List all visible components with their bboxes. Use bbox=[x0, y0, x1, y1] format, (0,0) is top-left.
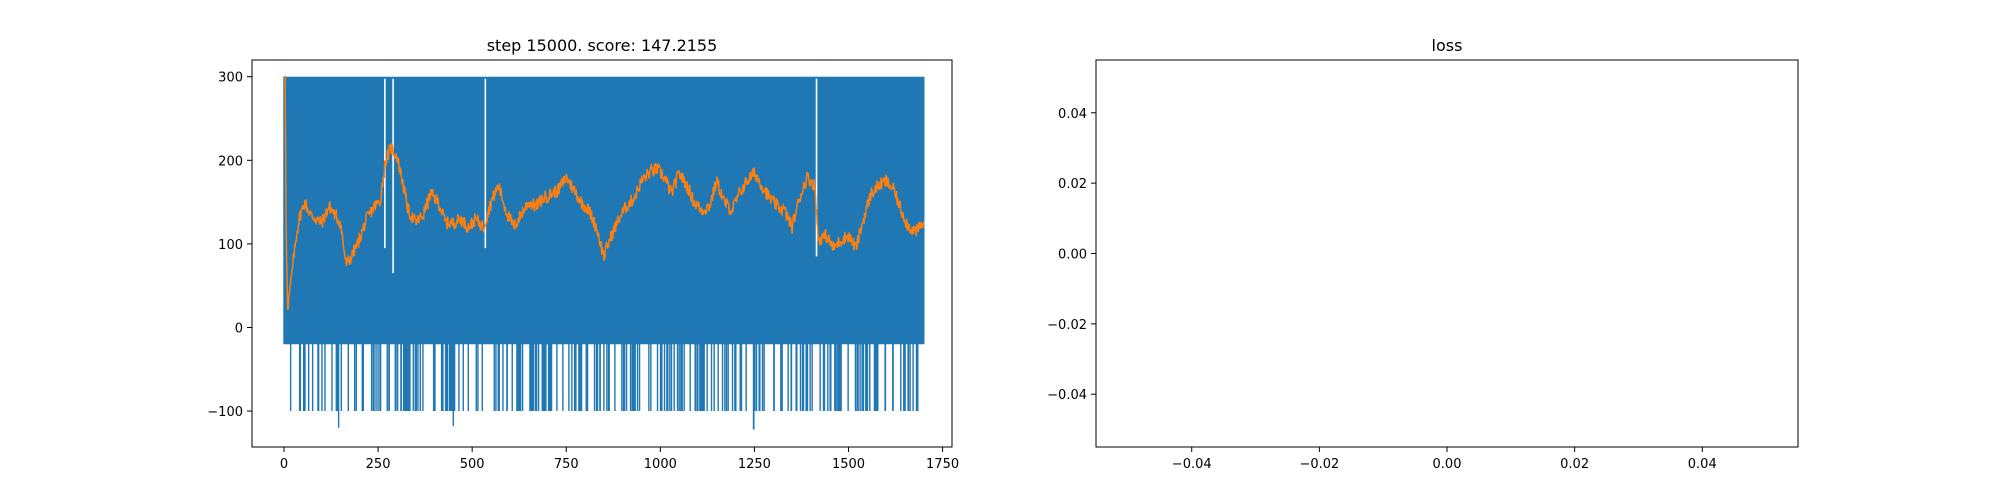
loss-chart-x-tick-label: 0.00 bbox=[1433, 457, 1462, 472]
score-chart-x-tick-label: 1250 bbox=[738, 457, 771, 472]
loss-chart-y-tick-label: 0.00 bbox=[1058, 248, 1087, 263]
loss-chart-y-tick-label: 0.04 bbox=[1058, 107, 1087, 122]
loss-chart-title: loss bbox=[1432, 36, 1463, 55]
score-chart-y-tick-label: 200 bbox=[218, 154, 243, 169]
score-chart-x-axis: 0 250 500 750 1000 1250 1500 1750 bbox=[280, 447, 959, 472]
score-chart-x-tick-label: 1000 bbox=[644, 457, 677, 472]
score-chart-y-tick-label: 300 bbox=[218, 71, 243, 86]
score-chart-x-tick-label: 1500 bbox=[832, 457, 865, 472]
score-chart-title: step 15000. score: 147.2155 bbox=[487, 36, 718, 55]
loss-chart-x-tick-label: 0.04 bbox=[1688, 457, 1717, 472]
loss-chart-x-tick-label: −0.04 bbox=[1172, 457, 1212, 472]
score-chart-x-tick-label: 500 bbox=[460, 457, 485, 472]
score-chart-x-tick-label: 250 bbox=[366, 457, 391, 472]
loss-chart-x-axis: −0.04 −0.02 0.00 0.02 0.04 bbox=[1172, 447, 1717, 472]
loss-chart-x-tick-label: −0.02 bbox=[1299, 457, 1339, 472]
score-chart-frame bbox=[251, 59, 953, 448]
loss-chart-y-tick-label: −0.02 bbox=[1047, 318, 1087, 333]
score-chart-y-tick-label: 100 bbox=[218, 238, 243, 253]
loss-chart-x-tick-label: 0.02 bbox=[1560, 457, 1589, 472]
score-chart-y-tick-label: 0 bbox=[235, 321, 243, 336]
score-chart-plot-area bbox=[283, 75, 925, 430]
loss-chart-y-axis: −0.04 −0.02 0.00 0.02 0.04 bbox=[1047, 107, 1096, 403]
score-chart-x-tick-label: 0 bbox=[280, 457, 288, 472]
score-chart-y-axis: −100 0 100 200 300 bbox=[207, 71, 252, 420]
loss-chart: loss −0.04 −0.02 0.00 0.02 0.04 −0.04 −0.02 0.… bbox=[1047, 36, 1799, 472]
loss-chart-y-tick-label: −0.04 bbox=[1047, 388, 1087, 403]
score-chart-y-tick-label: −100 bbox=[207, 405, 243, 420]
loss-chart-y-tick-label: 0.02 bbox=[1058, 177, 1087, 192]
loss-chart-frame bbox=[1095, 59, 1799, 448]
score-chart: step 15000. score: 147.2155 0 250 500 750 10… bbox=[207, 36, 959, 472]
moving-average-line bbox=[283, 75, 925, 311]
score-chart-x-tick-label: 1750 bbox=[926, 457, 959, 472]
score-chart-x-tick-label: 750 bbox=[554, 457, 579, 472]
